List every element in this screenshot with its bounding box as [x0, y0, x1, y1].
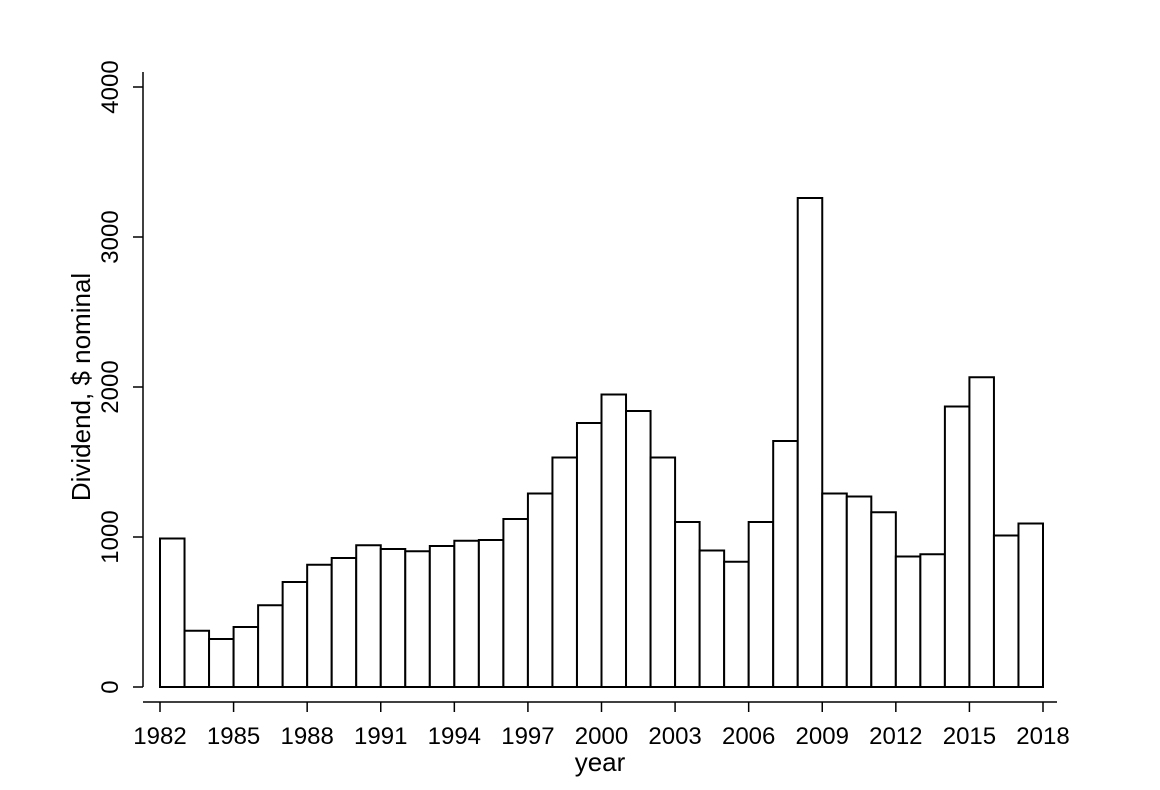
- bar-2002: [649, 456, 677, 688]
- bar-2009: [821, 492, 848, 688]
- x-tick-label-2000: 2000: [575, 723, 628, 750]
- bar-1999: [575, 422, 603, 688]
- bar-1993: [428, 545, 456, 688]
- x-tick-label-1994: 1994: [428, 723, 481, 750]
- bar-1985: [232, 626, 260, 688]
- y-axis: 0 1000 2000 3000 4000: [97, 60, 144, 694]
- bar-2012: [894, 555, 922, 688]
- y-tick-label-0: 0: [97, 680, 124, 693]
- x-tick-label-1991: 1991: [354, 723, 407, 750]
- bar-1995: [477, 539, 505, 688]
- y-tick-label-2000: 2000: [97, 360, 124, 413]
- bar-1994: [453, 539, 480, 688]
- bar-2016: [992, 534, 1020, 688]
- bar-2006: [747, 521, 775, 688]
- bar-2001: [625, 410, 652, 688]
- x-axis-title: year: [575, 747, 626, 777]
- bar-1990: [355, 544, 382, 688]
- y-tick-label-3000: 3000: [97, 210, 124, 263]
- x-tick-label-1982: 1982: [133, 723, 186, 750]
- y-axis-title: Dividend, $ nominal: [66, 273, 96, 501]
- bar-1991: [379, 548, 407, 688]
- bar-1987: [281, 581, 309, 688]
- bar-2000: [600, 393, 628, 688]
- bar-1992: [404, 550, 431, 688]
- bar-2008: [796, 197, 824, 688]
- bar-1986: [257, 604, 284, 688]
- bar-1989: [330, 557, 358, 688]
- x-tick-label-2012: 2012: [869, 723, 922, 750]
- y-tick-label-1000: 1000: [97, 510, 124, 563]
- bar-1984: [208, 638, 235, 688]
- x-tick-label-2015: 2015: [943, 723, 996, 750]
- bar-1996: [502, 518, 529, 688]
- bar-2013: [919, 553, 946, 688]
- bar-2015: [968, 376, 995, 688]
- x-tick-label-1985: 1985: [207, 723, 260, 750]
- bar-2007: [772, 440, 799, 688]
- bar-2011: [870, 511, 897, 688]
- bar-2004: [698, 549, 726, 688]
- x-tick-label-2006: 2006: [722, 723, 775, 750]
- bar-2014: [943, 405, 971, 688]
- bar-1983: [183, 629, 211, 688]
- x-tick-label-2003: 2003: [648, 723, 701, 750]
- x-axis: 1982 1985 1988 1991 1994 1997 2000 2003 2006 2009…: [133, 701, 1070, 750]
- x-tick-label-1997: 1997: [501, 723, 554, 750]
- x-tick-label-2018: 2018: [1016, 723, 1069, 750]
- y-tick-label-4000: 4000: [97, 60, 124, 113]
- bar-2010: [845, 495, 873, 688]
- x-tick-label-2009: 2009: [796, 723, 849, 750]
- bar-1998: [551, 456, 578, 688]
- bar-2003: [674, 521, 701, 688]
- bar-2017: [1017, 522, 1045, 688]
- bar-1982: [159, 537, 186, 688]
- x-tick-label-1988: 1988: [280, 723, 333, 750]
- bar-1988: [306, 563, 333, 688]
- bar-2005: [723, 560, 750, 688]
- bar-1997: [526, 492, 554, 688]
- bars-group: [159, 197, 1045, 688]
